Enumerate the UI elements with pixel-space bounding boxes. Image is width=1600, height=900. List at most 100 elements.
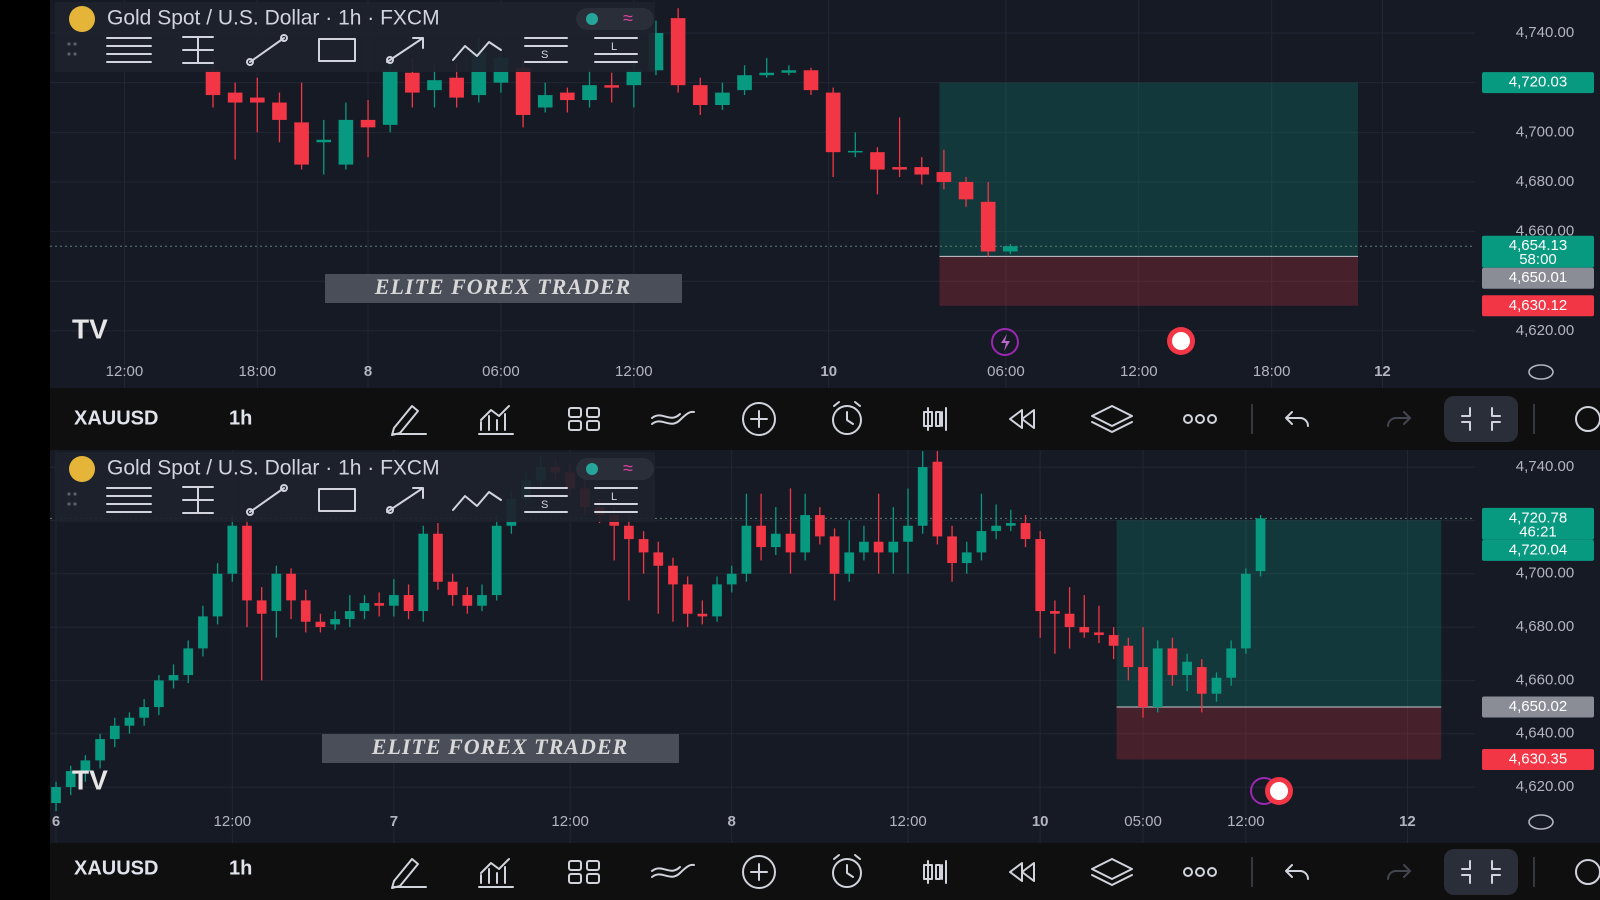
candle-body bbox=[212, 573, 223, 617]
candle-body bbox=[859, 541, 869, 553]
interval-button[interactable]: 1h bbox=[229, 857, 252, 879]
eye-icon[interactable] bbox=[1528, 364, 1554, 380]
eye-icon[interactable] bbox=[1528, 814, 1554, 830]
price-label: 4,630.12 bbox=[1509, 297, 1567, 314]
x-tick-label: 12:00 bbox=[214, 813, 252, 830]
candle-body bbox=[403, 595, 414, 612]
x-tick-label: 18:00 bbox=[239, 363, 277, 380]
main-toolbar bbox=[50, 388, 1600, 450]
candle-body bbox=[405, 72, 420, 93]
plot-top bbox=[50, 0, 1475, 388]
x-tick-label: 8 bbox=[364, 363, 372, 380]
price-label-bg bbox=[1482, 235, 1594, 268]
price-label: 4,650.02 bbox=[1509, 698, 1567, 715]
candle-body bbox=[51, 787, 61, 804]
status-pill[interactable] bbox=[576, 8, 654, 30]
symbol-button[interactable]: XAUUSD bbox=[74, 407, 158, 429]
x-tick-label: 12:00 bbox=[889, 813, 927, 830]
x-tick-label: 12:00 bbox=[615, 363, 653, 380]
countdown: 46:21 bbox=[1519, 523, 1557, 540]
candle-body bbox=[638, 539, 649, 553]
position-target-zone bbox=[1116, 520, 1442, 708]
candle-body bbox=[338, 119, 354, 165]
candle-body bbox=[427, 80, 442, 91]
interval-button[interactable]: 1h bbox=[229, 407, 252, 429]
price-label-bg bbox=[1482, 267, 1594, 289]
y-tick-label: 4,680.00 bbox=[1516, 173, 1574, 190]
x-tick-label: 05:00 bbox=[1124, 813, 1162, 830]
candle-body bbox=[1064, 613, 1075, 628]
candle-body bbox=[272, 102, 287, 120]
candle-body bbox=[183, 648, 194, 676]
candle-body bbox=[604, 85, 619, 88]
candle-body bbox=[800, 515, 811, 553]
candle-body bbox=[870, 152, 885, 170]
candle-body bbox=[785, 533, 796, 553]
y-tick-label: 4,700.00 bbox=[1516, 565, 1574, 582]
position-stop-zone bbox=[1116, 707, 1442, 760]
x-tick-label: 10 bbox=[1032, 813, 1049, 830]
legend-top: Gold Spot / U.S. Dollar · 1h · FXCM ≈ bbox=[55, 2, 655, 72]
status-dot bbox=[586, 13, 598, 25]
candle-body bbox=[124, 717, 135, 726]
x-tick-label: 12 bbox=[1399, 813, 1416, 830]
watermark: ELITE FOREX TRADER bbox=[371, 734, 628, 759]
candle-body bbox=[271, 573, 282, 612]
candle-body bbox=[712, 584, 722, 617]
x-tick-label: 12:00 bbox=[1227, 813, 1265, 830]
candle-body bbox=[980, 201, 996, 252]
x-tick-label: 10 bbox=[820, 363, 837, 380]
candle-body bbox=[917, 467, 928, 526]
candle-body bbox=[1005, 523, 1016, 526]
candle-body bbox=[1020, 523, 1031, 540]
symbol-icon bbox=[69, 456, 95, 482]
candle-body bbox=[847, 150, 863, 153]
candle-body bbox=[560, 92, 575, 101]
candle-body bbox=[1035, 539, 1046, 612]
candle-body bbox=[781, 70, 797, 73]
candle-body bbox=[1152, 648, 1163, 708]
candle-body bbox=[242, 525, 252, 601]
candle-body bbox=[374, 603, 385, 606]
candle-body bbox=[961, 552, 972, 564]
candle-body bbox=[1241, 573, 1251, 649]
candle-body bbox=[624, 525, 634, 540]
candle-body bbox=[65, 771, 76, 788]
candle-body bbox=[825, 92, 841, 153]
candle-body bbox=[668, 565, 678, 585]
position-target-zone bbox=[939, 82, 1359, 257]
candle-body bbox=[359, 603, 370, 612]
x-tick-label: 6 bbox=[52, 813, 60, 830]
candle-body bbox=[1138, 667, 1148, 708]
event-marker[interactable] bbox=[991, 328, 1019, 356]
x-tick-label: 12:00 bbox=[1120, 363, 1158, 380]
candle-body bbox=[198, 616, 208, 649]
candle-body bbox=[737, 75, 752, 91]
candle-body bbox=[653, 552, 664, 566]
candle-body bbox=[976, 531, 987, 553]
price-label: 4,630.35 bbox=[1509, 750, 1567, 767]
countdown: 58:00 bbox=[1519, 251, 1557, 268]
watermark-bg bbox=[325, 274, 682, 303]
candle-body bbox=[888, 541, 899, 553]
y-tick-label: 4,700.00 bbox=[1516, 123, 1574, 140]
candle-body bbox=[697, 613, 708, 617]
candle-body bbox=[389, 595, 399, 606]
price-label-bg bbox=[1482, 696, 1594, 718]
status-pill[interactable] bbox=[576, 458, 654, 480]
candle-body bbox=[249, 97, 265, 103]
candle-body bbox=[892, 167, 907, 170]
candle-body bbox=[759, 72, 775, 76]
main-toolbar bbox=[50, 843, 1600, 900]
candle-body bbox=[294, 122, 309, 165]
symbol-button[interactable]: XAUUSD bbox=[74, 857, 158, 879]
candle-body bbox=[670, 18, 686, 86]
candle-body bbox=[537, 95, 553, 108]
candle-body bbox=[433, 533, 443, 582]
candle-body bbox=[153, 680, 164, 708]
candle-body bbox=[360, 119, 376, 128]
y-tick-label: 4,620.00 bbox=[1516, 778, 1574, 795]
flag-icon bbox=[1270, 782, 1288, 800]
